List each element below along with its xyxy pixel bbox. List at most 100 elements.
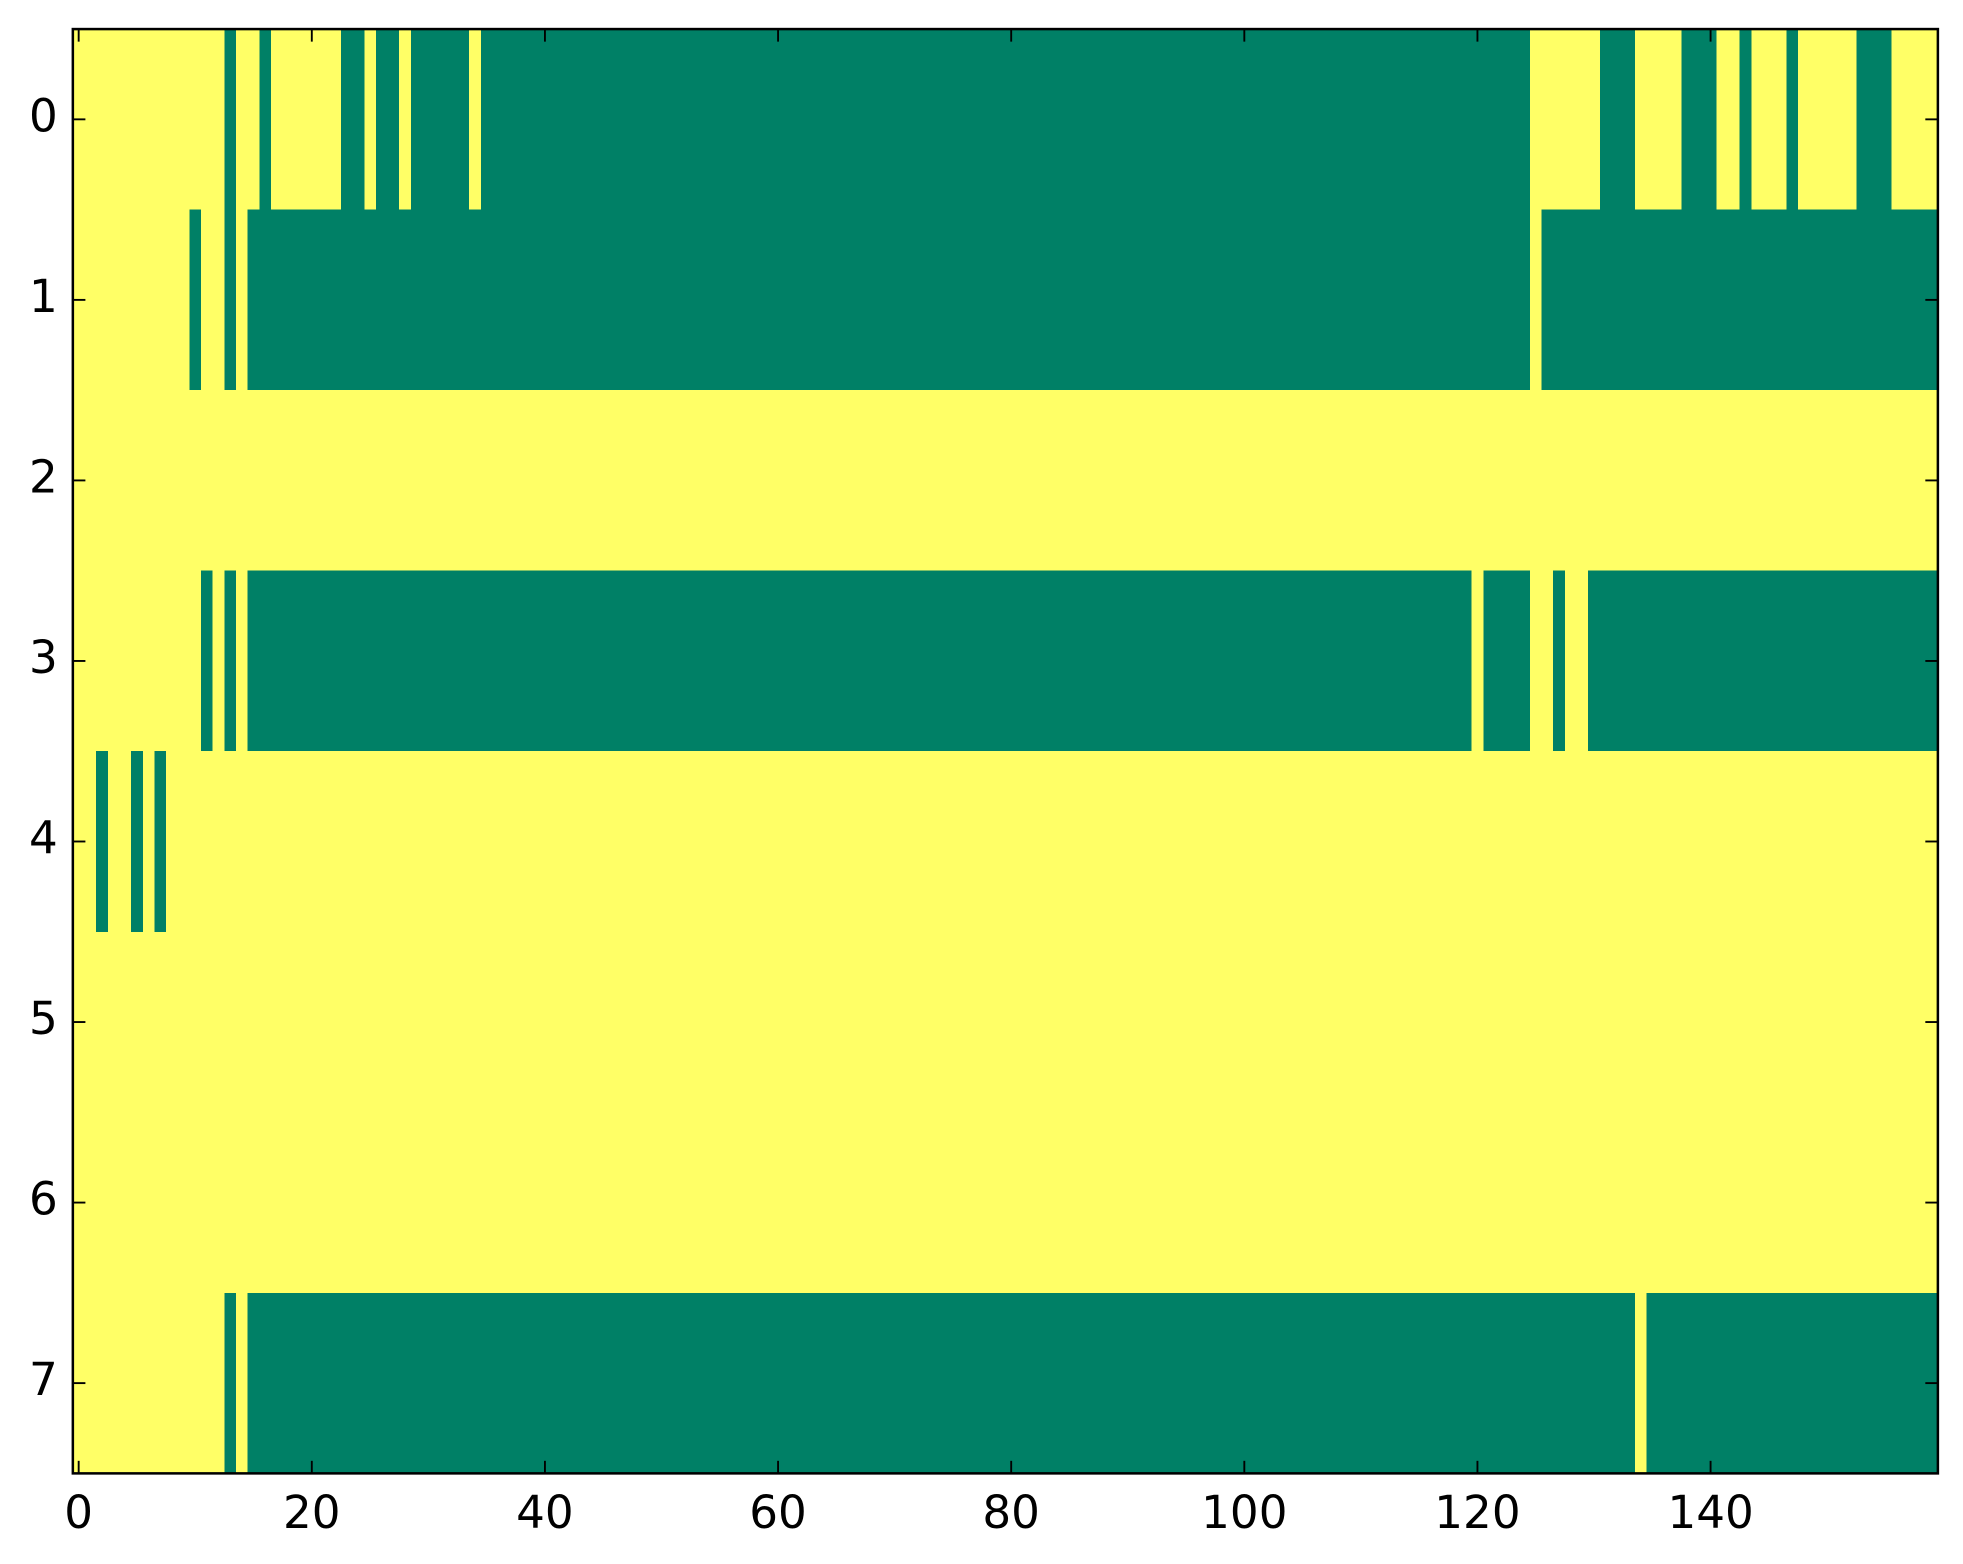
y-tick-label: 5	[29, 992, 58, 1045]
cell	[329, 570, 342, 752]
cell	[1250, 1292, 1263, 1474]
cell	[1704, 390, 1717, 572]
cell	[422, 1292, 435, 1474]
cell	[1168, 390, 1181, 572]
cell	[1716, 751, 1729, 933]
cell	[1879, 1112, 1892, 1294]
cell	[282, 390, 295, 572]
cell	[842, 570, 855, 752]
cell	[247, 751, 260, 933]
cell	[1564, 570, 1578, 752]
cell	[1704, 570, 1717, 752]
cell	[1576, 29, 1589, 211]
cell	[970, 751, 983, 933]
cell	[527, 751, 540, 933]
cell	[1739, 1292, 1752, 1474]
cell	[1075, 1292, 1088, 1474]
cell	[1494, 751, 1508, 933]
cell	[1646, 1112, 1659, 1294]
cell	[667, 209, 680, 391]
cell	[912, 29, 925, 211]
cell	[1343, 931, 1356, 1113]
cell	[807, 570, 820, 752]
cell	[1261, 1112, 1274, 1294]
cell	[1669, 570, 1682, 752]
cell	[1424, 209, 1438, 391]
cell	[842, 209, 855, 391]
cell	[1599, 209, 1613, 391]
cell	[1459, 29, 1473, 211]
x-tick-label: 60	[749, 1486, 807, 1539]
cell	[1774, 570, 1787, 752]
cell	[1681, 931, 1694, 1113]
cell	[1669, 1292, 1682, 1474]
cell	[1809, 390, 1822, 572]
cell	[212, 209, 225, 391]
cell	[1028, 570, 1041, 752]
cell	[107, 209, 120, 391]
cell	[1518, 751, 1531, 933]
cell	[1098, 570, 1111, 752]
cell	[201, 209, 214, 391]
cell	[1471, 1292, 1484, 1474]
cell	[1145, 1292, 1158, 1474]
cell	[1040, 751, 1053, 933]
cell	[1798, 1292, 1811, 1474]
cell	[1599, 751, 1613, 933]
cell	[1821, 751, 1834, 933]
cell	[574, 751, 587, 933]
cell	[364, 29, 377, 211]
cell	[1506, 931, 1519, 1113]
cell	[189, 29, 202, 211]
cell	[853, 931, 866, 1113]
cell	[1413, 390, 1426, 572]
cell	[247, 570, 260, 752]
cell	[1518, 931, 1531, 1113]
cell	[737, 931, 750, 1113]
cell	[1098, 390, 1111, 572]
cell	[1902, 209, 1916, 391]
cell	[690, 751, 703, 933]
cell	[1891, 209, 1904, 391]
cell	[305, 390, 319, 572]
cell	[702, 1112, 715, 1294]
cell	[597, 1112, 610, 1294]
cell	[1634, 209, 1647, 391]
cell	[1226, 1292, 1239, 1474]
cell	[1774, 390, 1787, 572]
cell	[375, 29, 389, 211]
cell	[1121, 570, 1135, 752]
cell	[1261, 751, 1274, 933]
cell	[1541, 1292, 1554, 1474]
cell	[224, 931, 237, 1113]
cell	[1774, 931, 1787, 1113]
cell	[201, 751, 214, 933]
cell	[1110, 209, 1123, 391]
cell	[1669, 751, 1682, 933]
cell	[1040, 1112, 1053, 1294]
cell	[1599, 1112, 1613, 1294]
cell	[1576, 390, 1589, 572]
cell	[1063, 209, 1076, 391]
cell	[492, 29, 505, 211]
cell	[842, 29, 855, 211]
cell	[1424, 751, 1438, 933]
cell	[1145, 29, 1158, 211]
cell	[236, 931, 249, 1113]
cell	[1751, 209, 1764, 391]
cell	[1110, 29, 1123, 211]
cell	[1191, 931, 1205, 1113]
cell	[947, 751, 960, 933]
cell	[1366, 570, 1379, 752]
cell	[469, 390, 482, 572]
cell	[1704, 751, 1717, 933]
cell	[1238, 1292, 1251, 1474]
cell	[271, 1292, 284, 1474]
cell	[1611, 209, 1624, 391]
cell	[1191, 29, 1205, 211]
cell	[1203, 390, 1216, 572]
cell	[527, 209, 540, 391]
cell	[1215, 1112, 1228, 1294]
cell	[399, 931, 412, 1113]
cell	[1075, 1112, 1088, 1294]
